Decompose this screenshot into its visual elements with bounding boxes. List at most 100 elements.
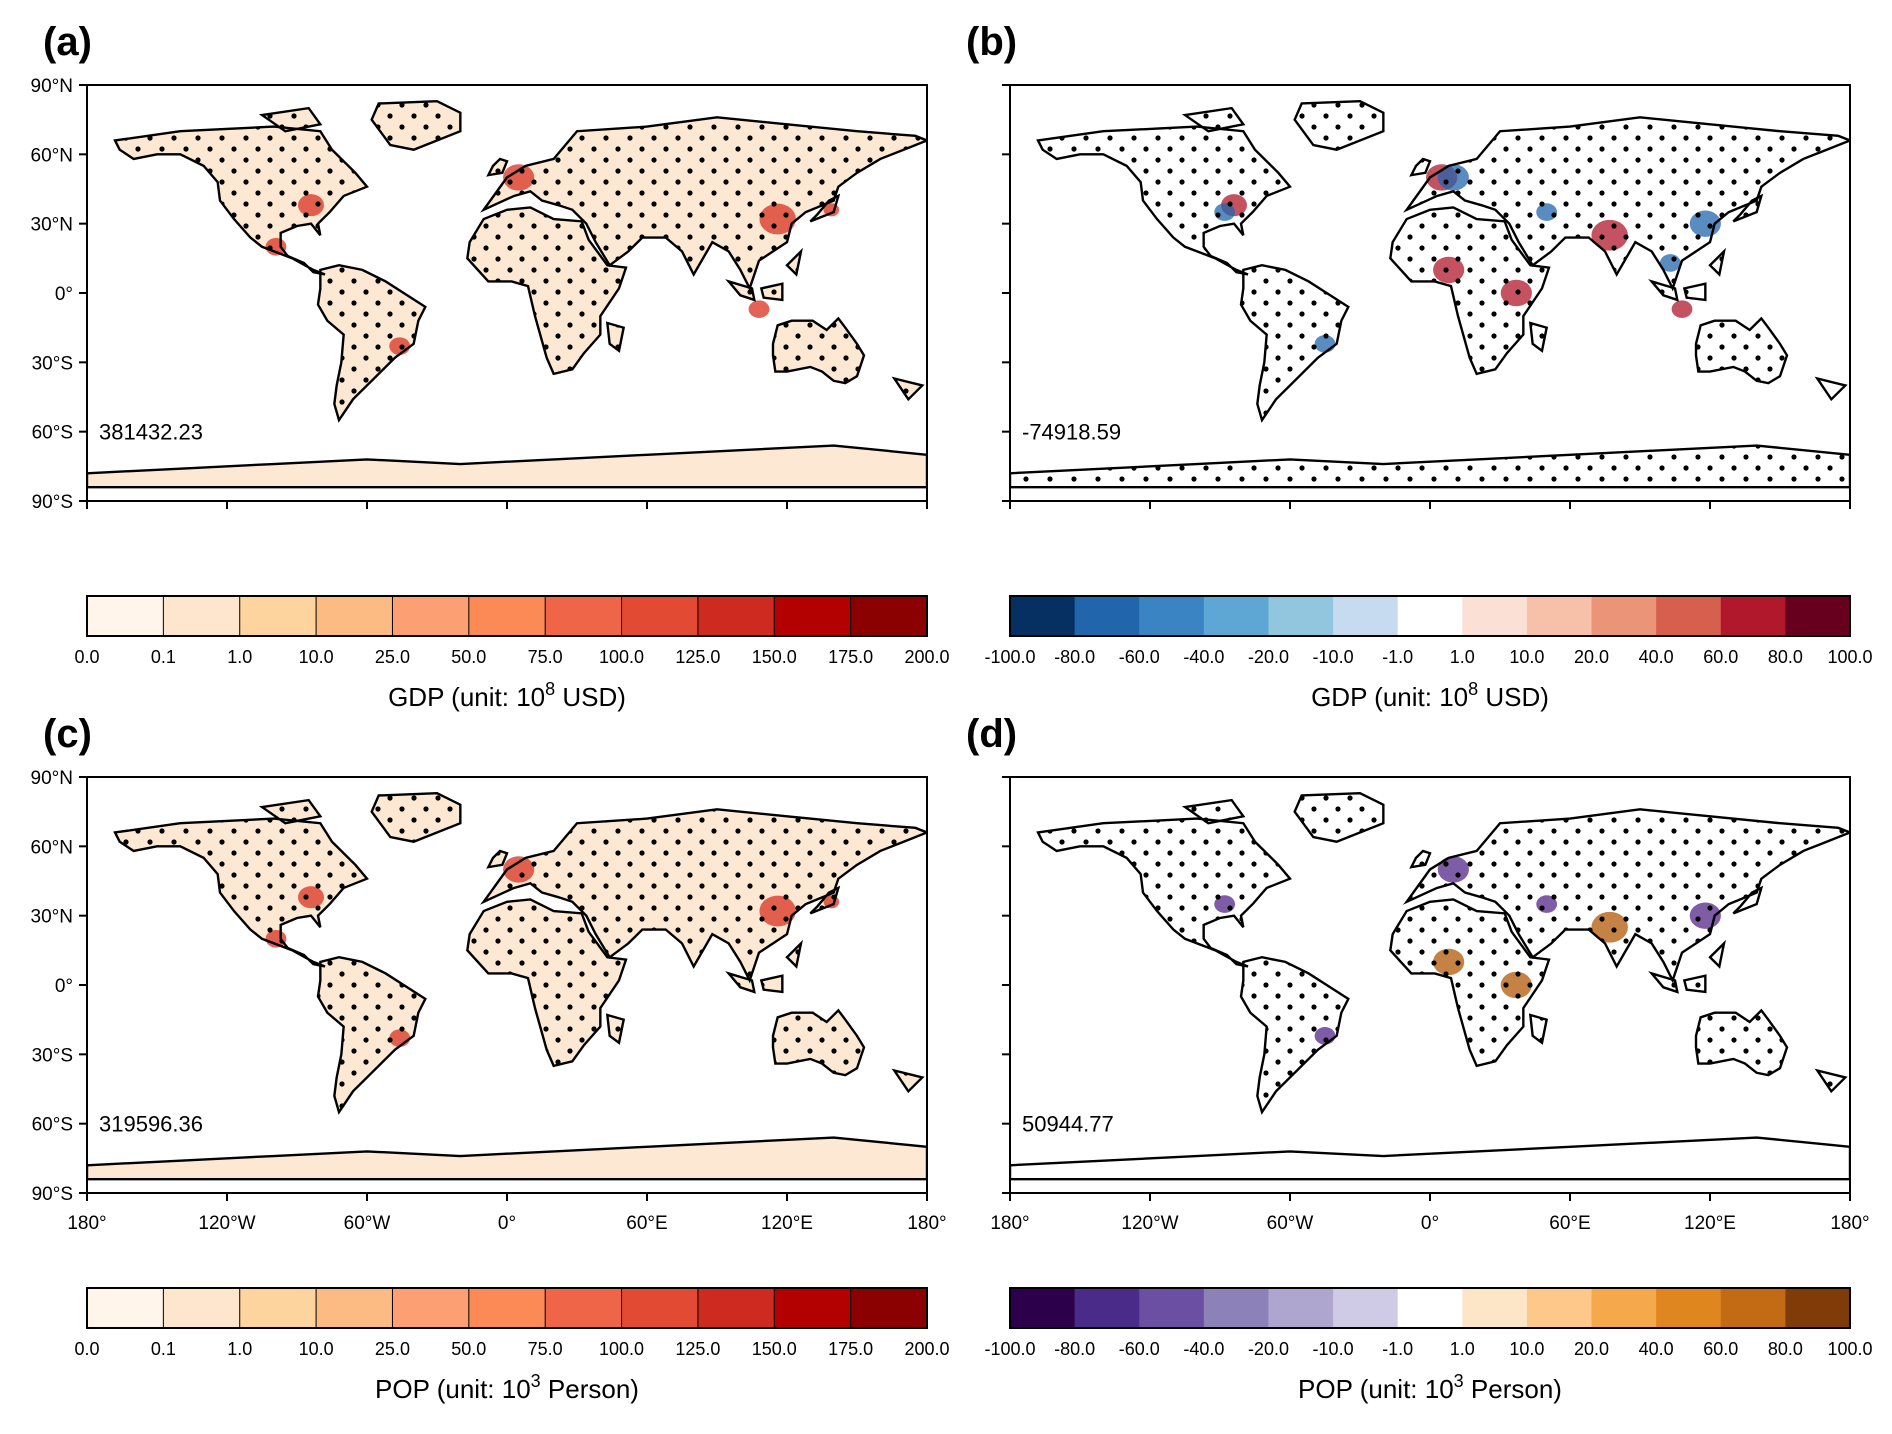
colorbar-tick-label: 50.0 [451,1339,486,1359]
lon-tick-label: 120°E [761,1213,813,1234]
lon-tick-label: 60°E [626,1213,667,1234]
colorbar-tick-label: 100.0 [1827,1339,1872,1359]
colorbar-tick-label: 125.0 [675,647,720,667]
colorbar-title: GDP (unit: 108 USD) [388,679,626,712]
colorbar-tick-label: -100.0 [984,647,1035,667]
significance-stipple [87,85,927,501]
colorbar-swatch [697,595,776,637]
lon-tick-label: 60°E [1549,1213,1590,1234]
colorbar-swatch [86,595,165,637]
colorbar-tick-label: -1.0 [1382,1339,1413,1359]
colorbar-tick-label: 175.0 [828,647,873,667]
panel-label: (a) [43,20,92,64]
colorbar-swatch [1397,1288,1463,1328]
colorbar-swatch [1139,596,1205,636]
colorbar-tick-label: 40.0 [1639,1339,1674,1359]
panel-c: (c) 319596.36 90°N 60°N 30°N 0° 30°S 60°S 90°S 18… [31,712,947,1234]
colorbar-swatch [621,595,699,637]
colorbar-swatch [544,595,623,637]
colorbar-a: 0.0 0.1 1.0 10.0 25.0 50.0 75.0 100.0 125.0 150.0… [74,595,950,712]
colorbar-swatch [1526,1288,1593,1328]
colorbar-tick-label: 20.0 [1574,1339,1609,1359]
colorbar-swatch [391,1287,470,1329]
lon-tick-label: 120°E [1684,1213,1736,1234]
lon-tick-label: 60°W [1267,1213,1314,1234]
colorbar-tick-label: -60.0 [1119,1339,1160,1359]
colorbar-swatch [239,595,318,637]
colorbar-swatch [468,1287,547,1329]
colorbar-tick-label: 80.0 [1768,1339,1803,1359]
colorbar-swatch [239,1287,318,1329]
colorbar-swatch [1462,1288,1528,1328]
lat-tick-label: 90°S [32,1184,73,1205]
colorbar-swatch [1656,1288,1722,1328]
colorbar-title: POP (unit: 103 Person) [1298,1371,1562,1404]
colorbar-tick-label: 80.0 [1768,647,1803,667]
colorbar-tick-label: -100.0 [984,1339,1035,1359]
colorbar-tick-label: 10.0 [1509,647,1544,667]
lat-tick-label: 60°S [32,1115,73,1136]
colorbar-swatch [1074,1288,1140,1328]
lat-tick-label: 60°N [31,145,73,166]
lat-tick-label: 30°N [31,215,73,236]
panel-label: (d) [966,712,1017,756]
total-value: 381432.23 [99,420,203,445]
colorbar-swatch [1010,1288,1076,1328]
colorbar-tick-label: 100.0 [1827,647,1872,667]
colorbar-tick-label: 150.0 [752,647,797,667]
colorbar-swatch [544,1287,623,1329]
lat-tick-label: 90°N [31,768,73,789]
colorbar-swatch [1785,596,1851,636]
colorbar-tick-label: 60.0 [1703,647,1738,667]
colorbar-tick-label: 25.0 [375,647,410,667]
lat-tick-label: 30°S [32,353,73,374]
lat-tick-label: 90°N [31,76,73,97]
lon-tick-label: 0° [498,1213,516,1234]
colorbar-swatch [468,595,547,637]
colorbar-swatch [1591,1288,1657,1328]
colorbar-tick-label: 10.0 [299,1339,334,1359]
colorbar-tick-label: -20.0 [1248,1339,1289,1359]
lon-tick-label: 120°W [1121,1213,1178,1234]
colorbar-swatch [773,595,852,637]
colorbar-tick-label: 10.0 [299,647,334,667]
panel-a: (a) 381432.23 90°N 60°N 30°N 0° 30°S 60°S 90°S [31,20,928,513]
colorbar-swatch [1397,596,1463,636]
lon-tick-label: 180° [67,1213,106,1234]
panel-b: (b) -74918.59 [966,20,1851,509]
colorbar-swatch [1333,1288,1399,1328]
colorbar-swatch [315,1287,394,1329]
colorbar-tick-label: 75.0 [528,647,563,667]
lat-tick-label: 60°N [31,837,73,858]
colorbar-tick-label: -60.0 [1119,647,1160,667]
colorbar-tick-label: 50.0 [451,647,486,667]
lon-tick-label: 180° [990,1213,1029,1234]
colorbar-swatch [1139,1288,1205,1328]
colorbar-swatch [1720,596,1786,636]
lon-tick-label: 60°W [344,1213,391,1234]
colorbar-swatch [850,1287,928,1329]
colorbar-swatch [1785,1288,1851,1328]
lat-tick-label: 30°N [31,907,73,928]
colorbar-tick-label: 40.0 [1639,647,1674,667]
lon-tick-label: 180° [1830,1213,1869,1234]
colorbar-tick-label: -40.0 [1183,647,1224,667]
lat-tick-label: 60°S [32,423,73,444]
colorbar-c: 0.0 0.1 1.0 10.0 25.0 50.0 75.0 100.0 125.0 150.0… [74,1287,950,1404]
lat-tick-label: 0° [55,976,73,997]
colorbar-tick-label: 1.0 [1450,647,1475,667]
colorbar-tick-label: -10.0 [1313,647,1354,667]
colorbar-tick-label: 1.0 [227,647,252,667]
colorbar-tick-label: -80.0 [1054,647,1095,667]
colorbar-swatch [1268,1288,1334,1328]
colorbar-tick-label: -20.0 [1248,647,1289,667]
colorbar-swatch [315,595,394,637]
total-value: 50944.77 [1022,1112,1114,1137]
colorbar-swatch [1720,1288,1786,1328]
colorbar-swatch [1333,596,1399,636]
colorbar-swatch [773,1287,852,1329]
colorbar-tick-label: 60.0 [1703,1339,1738,1359]
colorbar-tick-label: 100.0 [599,1339,644,1359]
lat-tick-label: 90°S [32,492,73,513]
colorbar-title: GDP (unit: 108 USD) [1311,679,1549,712]
